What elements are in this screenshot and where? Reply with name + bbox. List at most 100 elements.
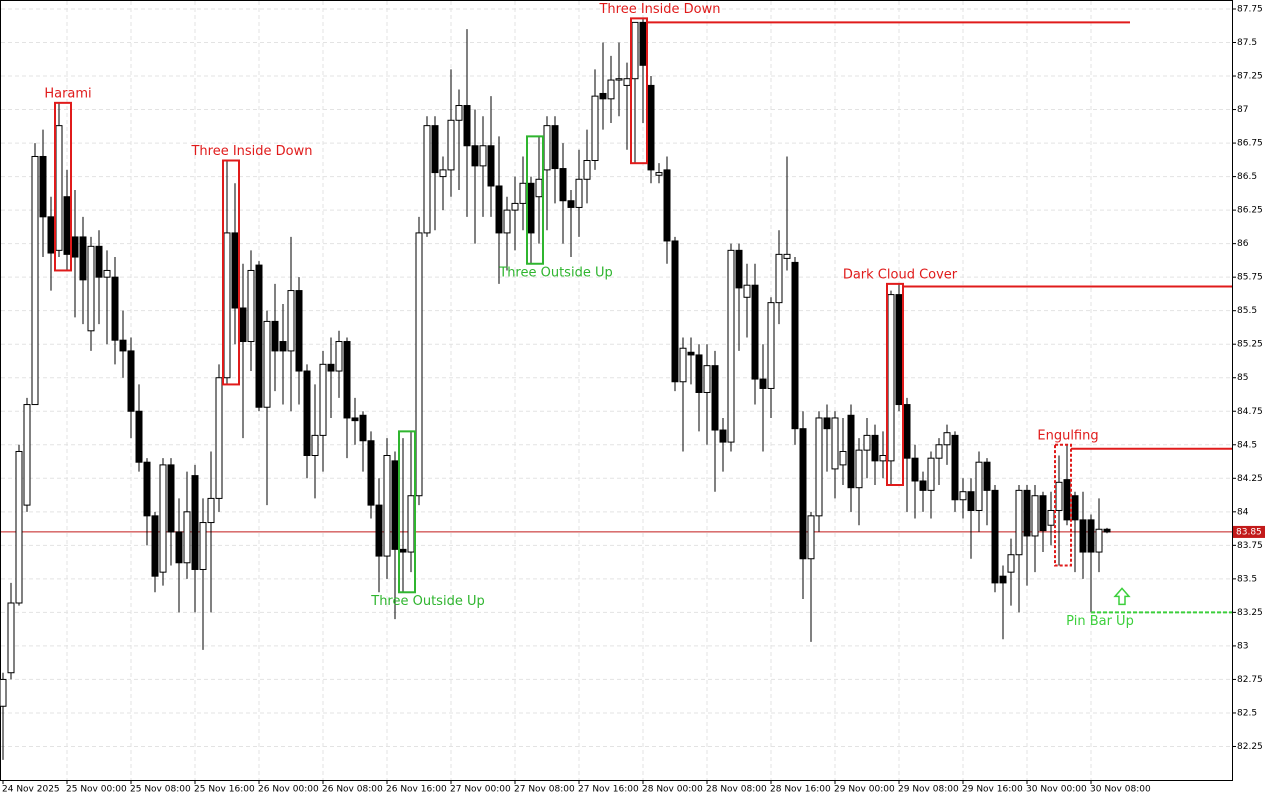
candle-body <box>879 455 887 462</box>
y-tick-label: 84 <box>1237 507 1249 517</box>
y-tick-label: 82.25 <box>1237 742 1263 752</box>
pattern-box <box>54 101 72 272</box>
x-tick-label: 30 Nov 08:00 <box>1090 785 1151 795</box>
candle-body <box>543 125 551 171</box>
candle-body <box>943 432 951 446</box>
candle-body <box>1039 495 1047 532</box>
candle-body <box>783 253 791 259</box>
candle-body <box>55 125 63 251</box>
candle-body <box>327 363 335 372</box>
candle-body <box>335 341 343 372</box>
y-tick-label: 86.75 <box>1237 139 1263 149</box>
candle-body <box>127 350 135 412</box>
pin-bar-arrow <box>1113 587 1131 606</box>
candle-body <box>231 232 239 309</box>
pattern-label: Three Outside Up <box>370 594 484 609</box>
candle-body <box>351 417 359 422</box>
candle-body <box>367 440 375 506</box>
candle-body <box>199 522 207 570</box>
y-tick-label: 87.75 <box>1237 4 1263 14</box>
candle-body <box>79 236 87 281</box>
x-tick-label: 25 Nov 00:00 <box>66 785 127 795</box>
candle-body <box>175 531 183 564</box>
candle-body <box>975 461 983 511</box>
pattern-box <box>630 17 648 165</box>
y-tick-label: 85 <box>1237 373 1248 383</box>
y-tick-label: 87 <box>1237 105 1248 115</box>
candle-body <box>551 125 559 170</box>
candle-body <box>815 417 823 517</box>
x-tick-label: 28 Nov 08:00 <box>706 785 767 795</box>
y-tick-label: 85.75 <box>1237 273 1263 283</box>
candle-body <box>391 460 399 550</box>
candle-body <box>847 414 855 489</box>
x-tick-label: 30 Nov 00:00 <box>1026 785 1087 795</box>
candle-body <box>927 457 935 491</box>
current-price-label: 83.85 <box>1236 527 1262 537</box>
candle-body <box>1063 479 1071 521</box>
candle-body <box>735 249 743 289</box>
y-tick-label: 87.5 <box>1237 38 1257 48</box>
candle-body <box>1031 495 1039 537</box>
candle-body <box>791 261 799 430</box>
y-tick-label: 84.5 <box>1237 440 1257 450</box>
candle-body <box>103 269 111 278</box>
candle-body <box>575 178 583 208</box>
candle-body <box>167 464 175 533</box>
candle-body <box>375 504 383 557</box>
candle-body <box>991 489 999 584</box>
x-tick-label: 27 Nov 16:00 <box>578 785 639 795</box>
y-tick-label: 83.25 <box>1237 608 1263 618</box>
x-tick-label: 25 Nov 08:00 <box>130 785 191 795</box>
candle-body <box>447 119 455 171</box>
y-tick-label: 82.75 <box>1237 675 1263 685</box>
candle-body <box>607 79 615 100</box>
x-tick-label: 28 Nov 00:00 <box>642 785 703 795</box>
candle-body <box>1023 489 1031 537</box>
candle-body <box>911 457 919 482</box>
candle-body <box>455 105 463 121</box>
y-tick-label: 83.5 <box>1237 574 1257 584</box>
pattern-label: Three Inside Down <box>598 2 720 17</box>
candle-body <box>935 444 943 459</box>
candle-body <box>807 515 815 560</box>
candle-body <box>583 160 591 180</box>
candle-body <box>959 491 967 501</box>
candle-body <box>823 417 831 430</box>
candle-body <box>279 341 287 352</box>
candle-body <box>359 414 367 442</box>
y-tick-label: 82.5 <box>1237 708 1257 718</box>
candle-body <box>1055 481 1063 511</box>
candle-body <box>535 178 543 198</box>
y-tick-label: 85.25 <box>1237 340 1263 350</box>
candle-body <box>31 155 39 406</box>
candle-body <box>623 78 631 86</box>
current-price-tag <box>1233 525 1265 538</box>
x-tick-label: 26 Nov 00:00 <box>258 785 319 795</box>
pattern-box <box>526 135 544 265</box>
candle-body <box>767 302 775 389</box>
x-tick-label: 25 Nov 16:00 <box>194 785 255 795</box>
x-tick-label: 24 Nov 2025 <box>2 785 60 795</box>
candle-body <box>439 169 447 178</box>
pattern-label: Engulfing <box>1037 428 1098 443</box>
y-tick-label: 86.25 <box>1237 206 1263 216</box>
candle-body <box>719 429 727 443</box>
candle-body <box>895 294 903 406</box>
candle-body <box>255 264 263 408</box>
candle-body <box>431 125 439 174</box>
candle-body <box>295 290 303 372</box>
y-tick-label: 86.5 <box>1237 172 1257 182</box>
candle-body <box>615 78 623 81</box>
candle-body <box>159 464 167 573</box>
candle-body <box>751 284 759 380</box>
candle-body <box>39 155 47 218</box>
candle-body <box>527 182 535 234</box>
candle-body <box>631 21 639 80</box>
candle-body <box>303 370 311 457</box>
candle-body <box>743 284 751 298</box>
candle-body <box>119 339 127 352</box>
candle-body <box>287 290 295 352</box>
candle-body <box>839 450 847 466</box>
